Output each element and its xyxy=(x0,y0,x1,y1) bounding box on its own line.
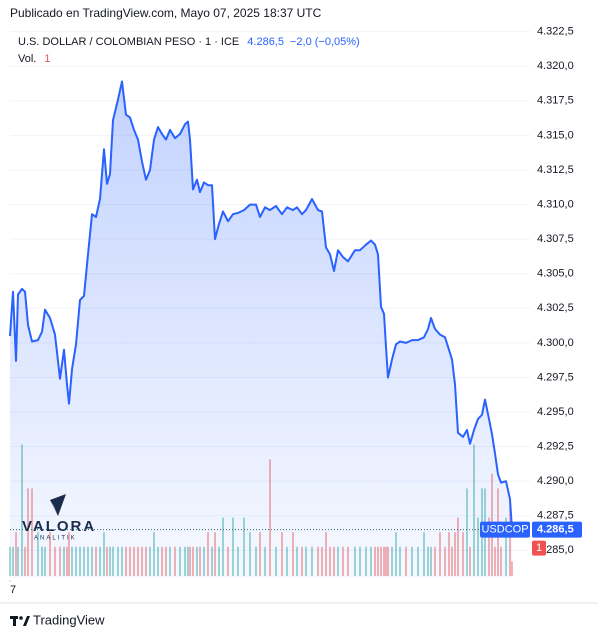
watermark: VALORA ANALITIK xyxy=(22,494,96,542)
y-tick-label: 4.292,5 xyxy=(537,441,574,453)
header: Publicado en TradingView.com, Mayo 07, 2… xyxy=(10,6,322,20)
symbol-tag: USDCOP xyxy=(481,523,528,535)
y-tick-label: 4.307,5 xyxy=(537,233,574,245)
footer-logo xyxy=(10,616,30,626)
y-tick-label: 4.320,0 xyxy=(537,60,574,72)
y-tick-label: 4.285,0 xyxy=(537,544,574,556)
watermark-logo xyxy=(50,494,66,516)
y-tick-label: 4.310,0 xyxy=(537,198,574,210)
watermark-subtitle: ANALITIK xyxy=(34,536,77,542)
logo-part xyxy=(23,616,30,626)
y-tick-label: 4.297,5 xyxy=(537,371,574,383)
volume-legend-value: 1 xyxy=(44,53,50,65)
y-tick-label: 4.312,5 xyxy=(537,164,574,176)
price-line xyxy=(9,80,513,530)
price-area xyxy=(10,81,512,578)
y-tick-label: 4.302,5 xyxy=(537,302,574,314)
y-tick-label: 4.295,0 xyxy=(537,406,574,418)
watermark-title: VALORA xyxy=(22,518,96,535)
y-tick-label: 4.300,0 xyxy=(537,337,574,349)
price-tag-bg xyxy=(532,521,582,538)
y-tick-label: 4.290,0 xyxy=(537,475,574,487)
symbol-tag-bg xyxy=(480,521,530,538)
legend-title: U.S. DOLLAR / COLOMBIAN PESO · 1 · ICE xyxy=(18,36,239,48)
y-tick-label: 4.315,0 xyxy=(537,129,574,141)
volume-legend: Vol. 1 xyxy=(18,53,50,65)
y-tick-label: 4.317,5 xyxy=(537,95,574,107)
y-tick-label: 4.322,5 xyxy=(537,26,574,38)
legend-change: −2,0 (−0,05%) xyxy=(290,36,360,48)
footer: TradingView xyxy=(33,612,105,627)
volume-legend-name: Vol. xyxy=(18,53,36,65)
price-tag: 4.286,5 xyxy=(537,523,574,535)
logo-part xyxy=(13,616,16,626)
price xyxy=(9,80,513,578)
volume-tag: 1 xyxy=(536,542,542,554)
logo-part xyxy=(19,616,23,620)
watermark-logo-shade xyxy=(50,500,58,516)
y-tick-label: 4.305,0 xyxy=(537,268,574,280)
y-tick-label: 4.287,5 xyxy=(537,510,574,522)
legend-price: 4.286,5 xyxy=(247,36,284,48)
volume-tag-bg xyxy=(532,540,546,556)
x-tick-label: 7 xyxy=(10,584,16,596)
legend: U.S. DOLLAR / COLOMBIAN PESO · 1 · ICE 4.… xyxy=(18,36,360,48)
